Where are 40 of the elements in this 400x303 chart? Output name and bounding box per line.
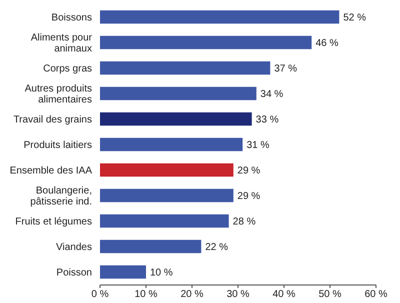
data-label: 52 % (343, 12, 366, 24)
bar (100, 265, 146, 279)
bar (100, 86, 256, 100)
bar (100, 61, 270, 75)
x-tick-label: 30 % (226, 289, 250, 300)
bar (100, 10, 340, 24)
y-tick-label: Autres produits alimentaires (24, 84, 92, 106)
data-label: 29 % (237, 166, 260, 176)
data-label: 33 % (256, 114, 279, 126)
y-tick-label: Boissons (51, 12, 92, 24)
x-tick-label: 20 % (180, 289, 204, 300)
y-tick-label: Fruits et légumes (15, 216, 92, 228)
bar (100, 188, 234, 202)
data-label: 34 % (260, 89, 284, 100)
data-label: 22 % (205, 242, 228, 253)
data-label: 37 % (274, 64, 298, 75)
x-tick-label: 10 % (134, 289, 158, 300)
bar (100, 138, 243, 152)
x-tick-label: 40 % (272, 289, 296, 300)
y-tick-label: Viandes (56, 242, 92, 253)
x-tick-label: 60 % (364, 289, 388, 300)
y-tick-label: Produits laitiers (24, 140, 92, 151)
y-tick-label: Ensemble des IAA (10, 166, 92, 176)
data-label: 46 % (316, 38, 338, 50)
data-label: 29 % (237, 191, 260, 202)
data-label: 28 % (232, 216, 256, 228)
data-label: 31 % (246, 140, 270, 151)
y-tick-label: Travail des grains (13, 114, 92, 126)
data-label: 10 % (150, 267, 173, 278)
x-tick-label: 50 % (318, 289, 342, 300)
bar (100, 214, 229, 228)
y-tick-label: Corps gras (43, 64, 92, 75)
bar (100, 112, 252, 126)
y-tick-label: Aliments pour animaux (30, 32, 93, 55)
y-tick-label: Poisson (56, 267, 92, 278)
bar (100, 163, 234, 177)
bar (100, 36, 312, 50)
x-tick-label: 0 % (91, 289, 109, 300)
bar (100, 240, 202, 254)
y-tick-label: Boulangerie, pâtisserie ind. (30, 186, 92, 208)
